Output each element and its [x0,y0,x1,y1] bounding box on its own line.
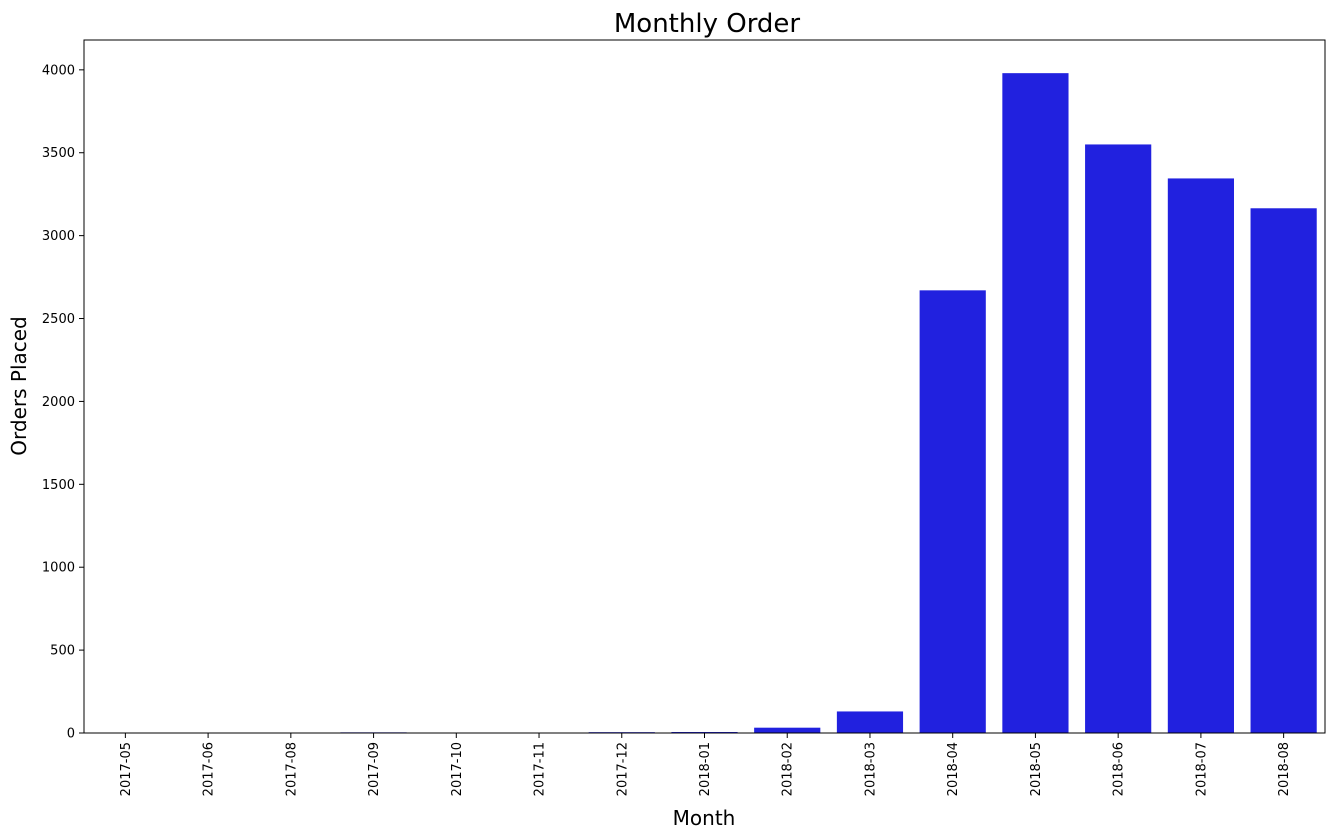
bar-2018-08 [1250,208,1317,733]
x-tick-label: 2018-05 [1029,742,1044,796]
x-tick-label: 2017-12 [615,742,630,796]
x-axis-label: Month [673,806,736,830]
bar-2018-04 [919,290,986,733]
x-tick-label: 2018-02 [781,742,796,796]
x-tick-label: 2018-04 [946,742,961,796]
bar-2018-03 [836,711,904,733]
bars-group [92,73,1317,733]
chart-title: Monthly Order [614,9,801,39]
y-tick-label: 4000 [42,63,75,78]
bar-2018-02 [754,727,821,733]
bar-2018-05 [1002,73,1069,733]
y-tick-label: 500 [50,644,75,659]
y-axis: 0 500 1000 1500 2000 2500 3000 3500 4000 [42,63,84,742]
y-axis-label: Orders Placed [7,316,31,455]
y-tick-label: 3500 [42,146,75,161]
x-tick-label: 2017-09 [367,742,382,796]
y-tick-label: 3000 [42,229,75,244]
bar-2018-07 [1167,178,1234,733]
x-tick-label: 2018-03 [863,742,878,796]
x-tick-label: 2017-08 [284,742,299,796]
x-tick-label: 2017-05 [119,742,134,796]
x-tick-label: 2017-10 [450,742,465,796]
x-tick-label: 2018-08 [1277,742,1292,796]
x-tick-label: 2018-07 [1194,742,1209,796]
y-tick-label: 2000 [42,395,75,410]
x-axis: 2017-05 2017-06 2017-08 2017-09 2017-10 2017-… [119,733,1292,796]
x-tick-label: 2018-06 [1112,742,1127,796]
x-tick-label: 2017-06 [202,742,217,796]
x-tick-label: 2017-11 [533,742,548,796]
y-tick-label: 0 [67,727,75,742]
x-tick-label: 2018-01 [698,742,713,796]
y-tick-label: 1500 [42,478,75,493]
bar-2018-06 [1085,144,1152,733]
y-tick-label: 1000 [42,561,75,576]
y-tick-label: 2500 [42,312,75,327]
